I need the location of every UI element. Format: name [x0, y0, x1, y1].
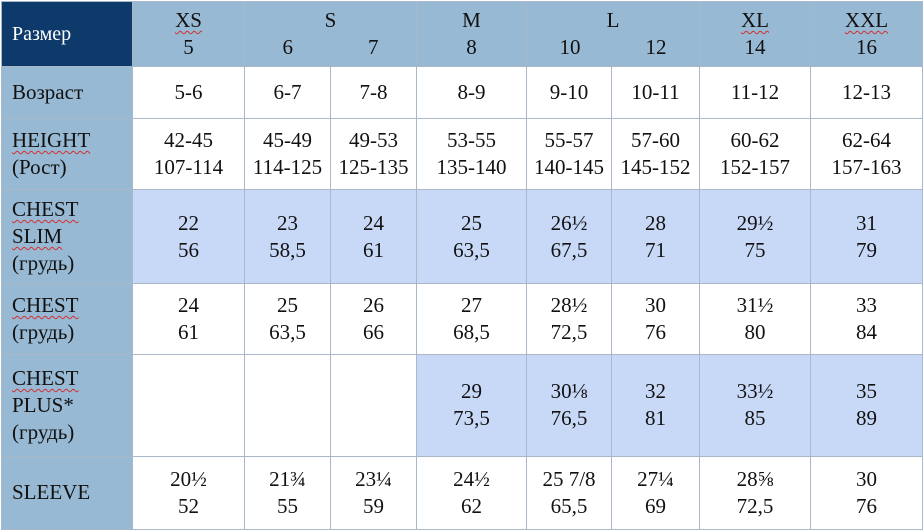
table-cell: 31½ 80 [699, 283, 811, 356]
table-cell: 10-11 [611, 66, 700, 119]
table-cell: 24 61 [132, 283, 245, 356]
table-cell: 7-8 [330, 66, 417, 119]
size-number: 14 [744, 35, 766, 60]
row-label: Возраст [1, 66, 133, 119]
table-cell: 25 63,5 [416, 189, 527, 285]
table-cell: 33 84 [810, 283, 923, 356]
table-cell: 26 66 [330, 283, 417, 356]
table-cell: 32 81 [611, 354, 700, 457]
table-cell: 26½ 67,5 [526, 189, 612, 285]
table-cell: 12-13 [810, 66, 923, 119]
table-cell: 55-57 140-145 [526, 117, 612, 191]
table-cell: 60-62 152-157 [699, 117, 811, 191]
empty-cell [132, 354, 245, 457]
table-cell: 6-7 [244, 66, 331, 119]
table-cell: 5-6 [132, 66, 245, 119]
table-cell: 21¾ 55 [244, 455, 331, 531]
table-cell: 45-49 114-125 [244, 117, 331, 191]
size-letter: S [324, 8, 337, 33]
size-letter: XL [741, 8, 769, 33]
table-cell: 57-60 145-152 [611, 117, 700, 191]
chest-row: CHEST (грудь) 24 61 25 63,5 26 66 27 68,5 28… [1, 283, 923, 356]
table-cell: 24 61 [330, 189, 417, 285]
row-label: CHEST SLIM (грудь) [1, 189, 133, 285]
table-cell: 9-10 [526, 66, 612, 119]
sleeve-row: SLEEVE 20½ 52 21¾ 55 23¼ 59 24½ 62 25 7/8 65,… [1, 455, 923, 531]
size-number: 7 [368, 35, 379, 60]
table-cell: 28⅝ 72,5 [699, 455, 811, 531]
empty-cell [330, 354, 417, 457]
size-s-header: S 6 7 [244, 0, 417, 68]
row-label: HEIGHT (Рост) [1, 117, 133, 191]
table-cell: 30 76 [611, 283, 700, 356]
size-l-header: L 10 12 [526, 0, 700, 68]
row-label: CHEST PLUS* (грудь) [1, 354, 133, 457]
size-m-header: M 8 [416, 0, 527, 68]
size-xs-header: XS 5 [132, 0, 245, 68]
table-cell: 8-9 [416, 66, 527, 119]
table-cell: 42-45 107-114 [132, 117, 245, 191]
chest-plus-row: CHEST PLUS* (грудь) 29 73,5 30⅛ 76,5 32 81 … [1, 354, 923, 457]
size-xxl-header: XXL 16 [810, 0, 923, 68]
table-cell: 28½ 72,5 [526, 283, 612, 356]
size-letter: XS [175, 8, 202, 33]
size-number: 12 [645, 35, 667, 60]
age-row: Возраст 5-6 6-7 7-8 8-9 9-10 10-11 11-12… [1, 66, 923, 119]
size-number: 6 [282, 35, 294, 60]
size-letter: L [606, 8, 620, 33]
table-cell: 29½ 75 [699, 189, 811, 285]
table-cell: 27¼ 69 [611, 455, 700, 531]
table-cell: 49-53 125-135 [330, 117, 417, 191]
chest-slim-row: CHEST SLIM (грудь) 22 56 23 58,5 24 61 25 63… [1, 189, 923, 285]
table-cell: 25 7/8 65,5 [526, 455, 612, 531]
table-cell: 20½ 52 [132, 455, 245, 531]
table-cell: 22 56 [132, 189, 245, 285]
table-cell: 62-64 157-163 [810, 117, 923, 191]
table-cell: 23¼ 59 [330, 455, 417, 531]
table-cell: 27 68,5 [416, 283, 527, 356]
size-letter: XXL [844, 8, 889, 33]
table-cell: 23 58,5 [244, 189, 331, 285]
size-xl-header: XL 14 [699, 0, 811, 68]
table-cell: 28 71 [611, 189, 700, 285]
empty-cell [244, 354, 331, 457]
size-corner-label: Размер [1, 0, 133, 68]
table-cell: 25 63,5 [244, 283, 331, 356]
table-cell: 33½ 85 [699, 354, 811, 457]
height-row: HEIGHT (Рост) 42-45 107-114 45-49 114-125 … [1, 117, 923, 191]
size-number: 16 [856, 35, 877, 60]
size-header-row: Размер XS 5 S 6 7 M 8 L 10 12 XL 14 [1, 0, 923, 68]
size-number: 8 [466, 35, 477, 60]
table-cell: 11-12 [699, 66, 811, 119]
table-cell: 31 79 [810, 189, 923, 285]
table-cell: 35 89 [810, 354, 923, 457]
size-letter: M [462, 8, 481, 33]
table-cell: 30⅛ 76,5 [526, 354, 612, 457]
table-cell: 30 76 [810, 455, 923, 531]
row-label: CHEST (грудь) [1, 283, 133, 356]
size-number: 10 [559, 35, 581, 60]
table-cell: 29 73,5 [416, 354, 527, 457]
table-cell: 24½ 62 [416, 455, 527, 531]
size-number: 5 [183, 35, 194, 60]
row-label: SLEEVE [1, 455, 133, 531]
table-cell: 53-55 135-140 [416, 117, 527, 191]
